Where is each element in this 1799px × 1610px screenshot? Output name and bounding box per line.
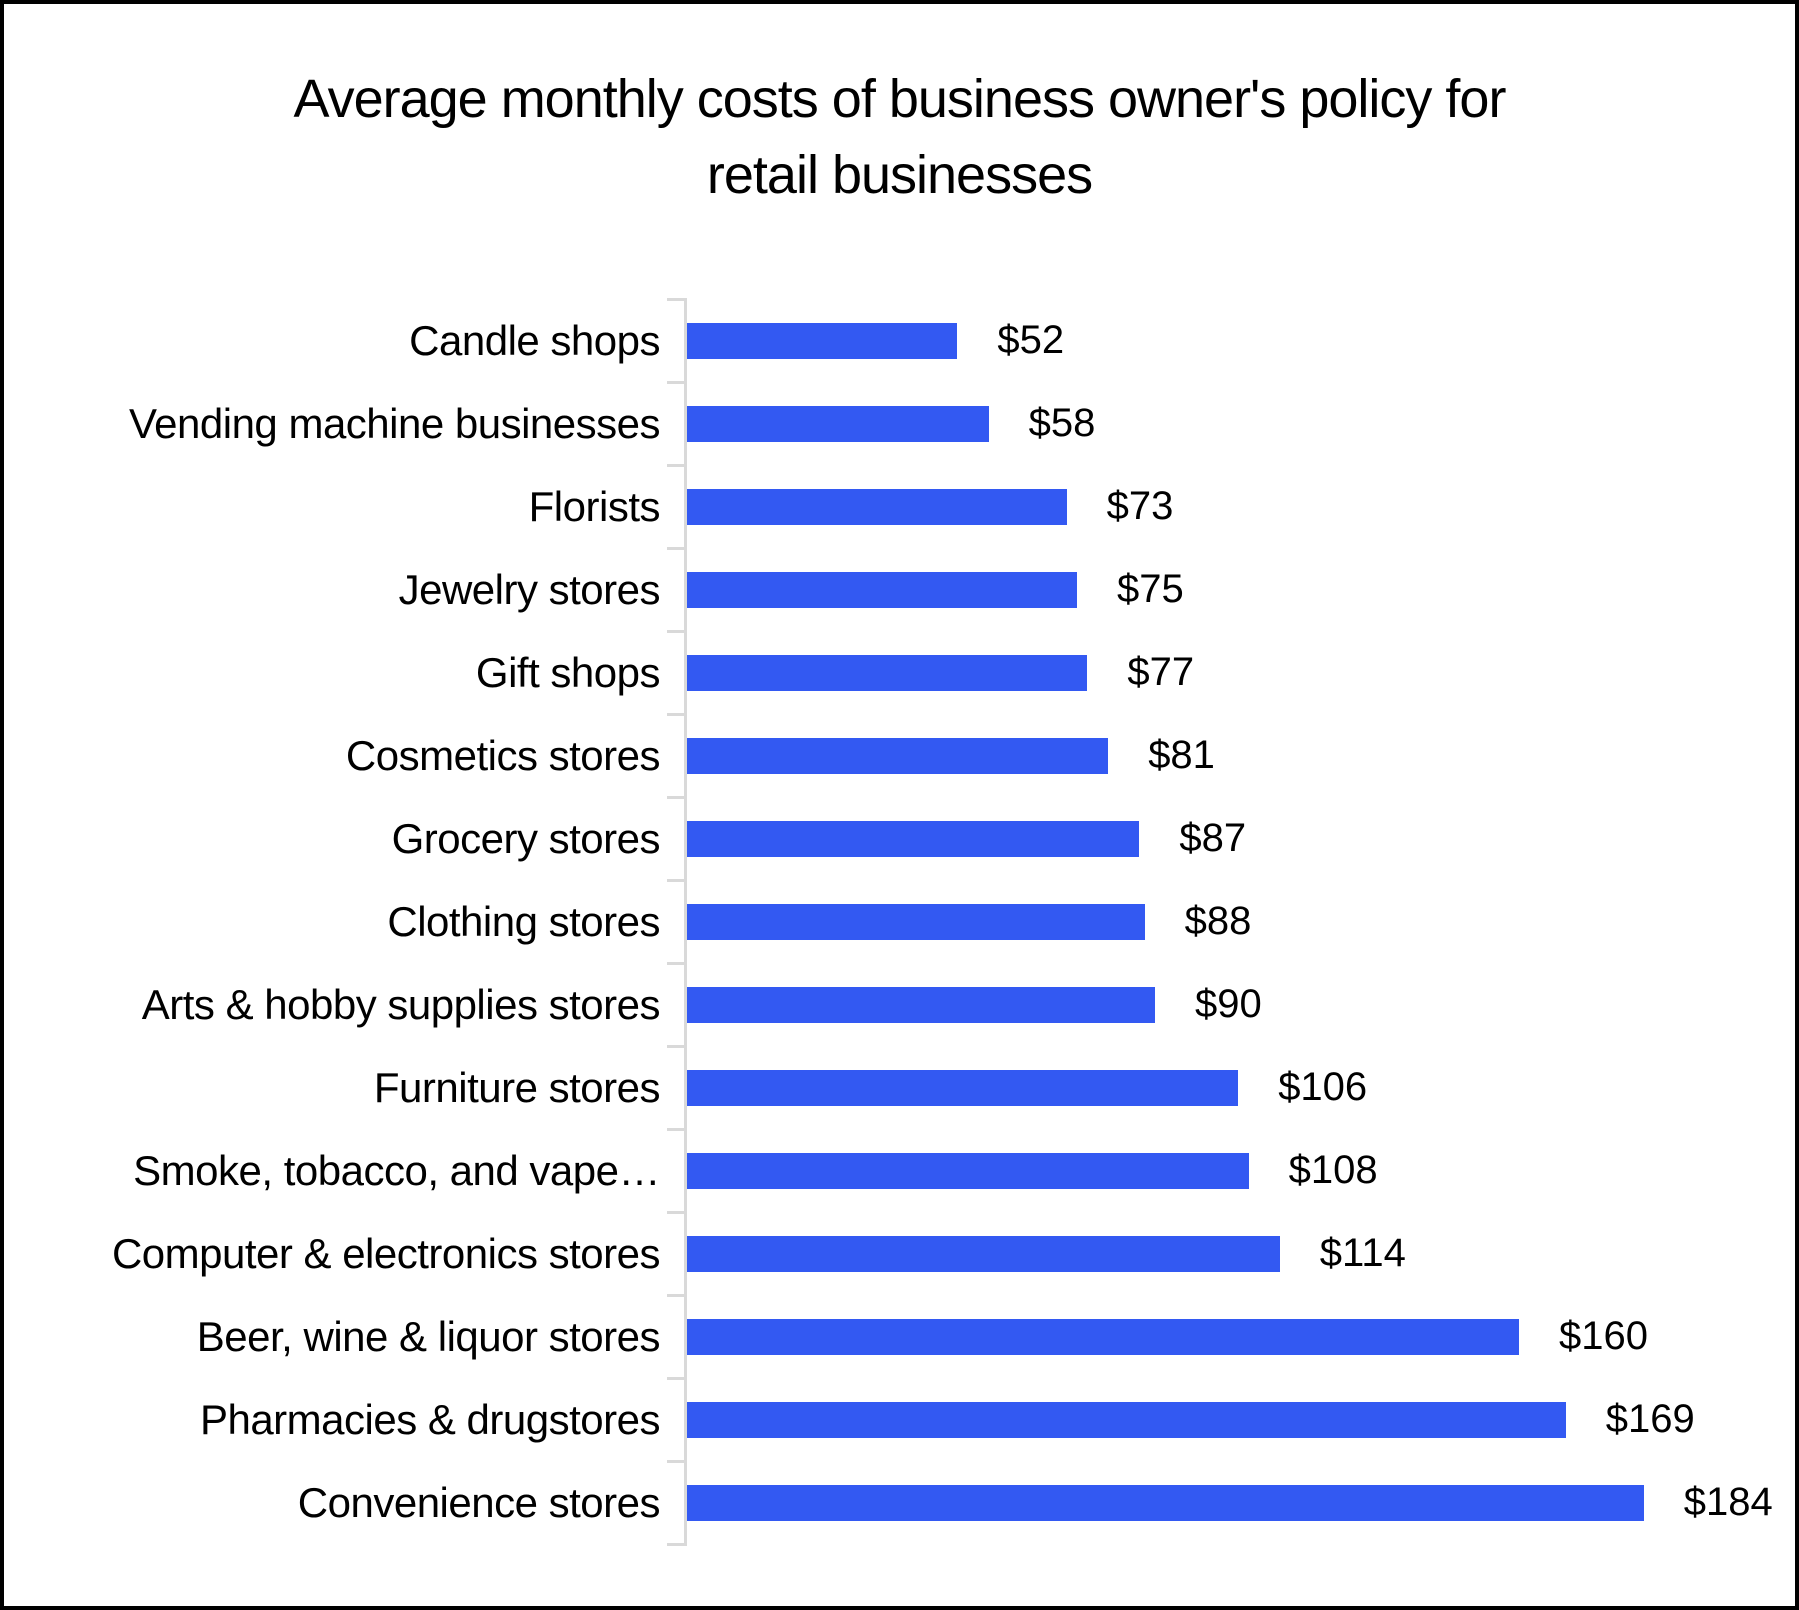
bar-track: $77 — [667, 629, 1791, 715]
bar-track: $160 — [667, 1293, 1791, 1379]
chart-row: Smoke, tobacco, and vape… $108 — [40, 1127, 1791, 1213]
bar-track: $90 — [667, 961, 1791, 1047]
chart-row: Cosmetics stores $81 — [40, 712, 1791, 798]
bar — [687, 986, 1155, 1023]
chart-row: Vending machine businesses $58 — [40, 380, 1791, 466]
bar — [687, 903, 1145, 940]
bar-track: $75 — [667, 546, 1791, 632]
value-label: $90 — [1195, 982, 1262, 1027]
value-label: $52 — [997, 318, 1065, 363]
bar — [687, 1318, 1519, 1355]
bar-track: $88 — [667, 878, 1791, 964]
bar-track: $73 — [667, 463, 1791, 549]
bar — [687, 571, 1077, 608]
value-label: $77 — [1127, 650, 1195, 695]
bar-track: $58 — [667, 380, 1791, 466]
value-label: $160 — [1559, 1314, 1648, 1359]
category-label: Jewelry stores — [398, 565, 661, 613]
bar-track: $81 — [667, 712, 1791, 798]
chart-row: Convenience stores $184 — [40, 1459, 1791, 1546]
value-label: $58 — [1028, 401, 1096, 446]
chart-title: Average monthly costs of business owner'… — [4, 62, 1795, 213]
bar-track: $52 — [667, 297, 1791, 383]
bar — [687, 1152, 1249, 1189]
value-label: $87 — [1179, 816, 1247, 861]
bar-track: $108 — [667, 1127, 1791, 1213]
chart-row: Arts & hobby supplies stores $90 — [40, 961, 1791, 1047]
value-label: $81 — [1148, 733, 1215, 778]
chart-row: Candle shops $52 — [40, 297, 1791, 383]
chart-title-line-1: Average monthly costs of business owner'… — [293, 69, 1507, 129]
category-label: Computer & electronics stores — [111, 1229, 661, 1277]
bar-track: $87 — [667, 795, 1791, 881]
value-label: $108 — [1288, 1148, 1378, 1193]
chart-row: Grocery stores $87 — [40, 795, 1791, 881]
chart-row: Computer & electronics stores $114 — [40, 1210, 1791, 1296]
category-label: Furniture stores — [373, 1063, 661, 1111]
bar — [687, 1235, 1280, 1272]
bar — [687, 488, 1067, 525]
category-label: Pharmacies & drugstores — [199, 1395, 661, 1443]
chart-row: Gift shops $77 — [40, 629, 1791, 715]
bar — [687, 820, 1140, 857]
bar-track: $114 — [667, 1210, 1791, 1296]
chart-row: Jewelry stores $75 — [40, 546, 1791, 632]
bar-track: $106 — [667, 1044, 1791, 1130]
value-label: $184 — [1683, 1480, 1773, 1525]
category-label: Candle shops — [409, 316, 660, 364]
category-label: Smoke, tobacco, and vape… — [133, 1146, 660, 1194]
value-label: $106 — [1278, 1065, 1368, 1110]
chart-row: Pharmacies & drugstores $169 — [40, 1376, 1791, 1462]
bar — [687, 405, 989, 442]
chart-row: Furniture stores $106 — [40, 1044, 1791, 1130]
category-label: Beer, wine & liquor stores — [196, 1312, 661, 1360]
category-label: Convenience stores — [297, 1478, 661, 1526]
bar-track: $184 — [667, 1459, 1791, 1546]
value-label: $75 — [1117, 567, 1184, 612]
chart-row: Clothing stores $88 — [40, 878, 1791, 964]
chart-row: Beer, wine & liquor stores $160 — [40, 1293, 1791, 1379]
bar — [687, 322, 958, 359]
chart-row: Florists $73 — [40, 463, 1791, 549]
bar-track: $169 — [667, 1376, 1791, 1462]
bar — [687, 1484, 1644, 1521]
category-label: Gift shops — [475, 648, 661, 696]
bar — [687, 654, 1088, 691]
value-label: $114 — [1319, 1231, 1406, 1276]
category-label: Vending machine businesses — [128, 399, 661, 447]
category-label: Arts & hobby supplies stores — [141, 980, 661, 1028]
bar-chart: Candle shops $52 Vending machine busines… — [40, 297, 1791, 1546]
category-label: Florists — [528, 482, 661, 530]
chart-title-line-2: retail businesses — [706, 144, 1093, 205]
value-label: $169 — [1605, 1397, 1695, 1442]
bar — [687, 1069, 1239, 1106]
category-label: Grocery stores — [391, 814, 661, 862]
bar — [687, 1401, 1566, 1438]
value-label: $73 — [1106, 484, 1174, 529]
bar — [687, 737, 1109, 774]
category-label: Clothing stores — [387, 897, 660, 945]
value-label: $88 — [1184, 899, 1252, 944]
category-label: Cosmetics stores — [345, 731, 661, 779]
